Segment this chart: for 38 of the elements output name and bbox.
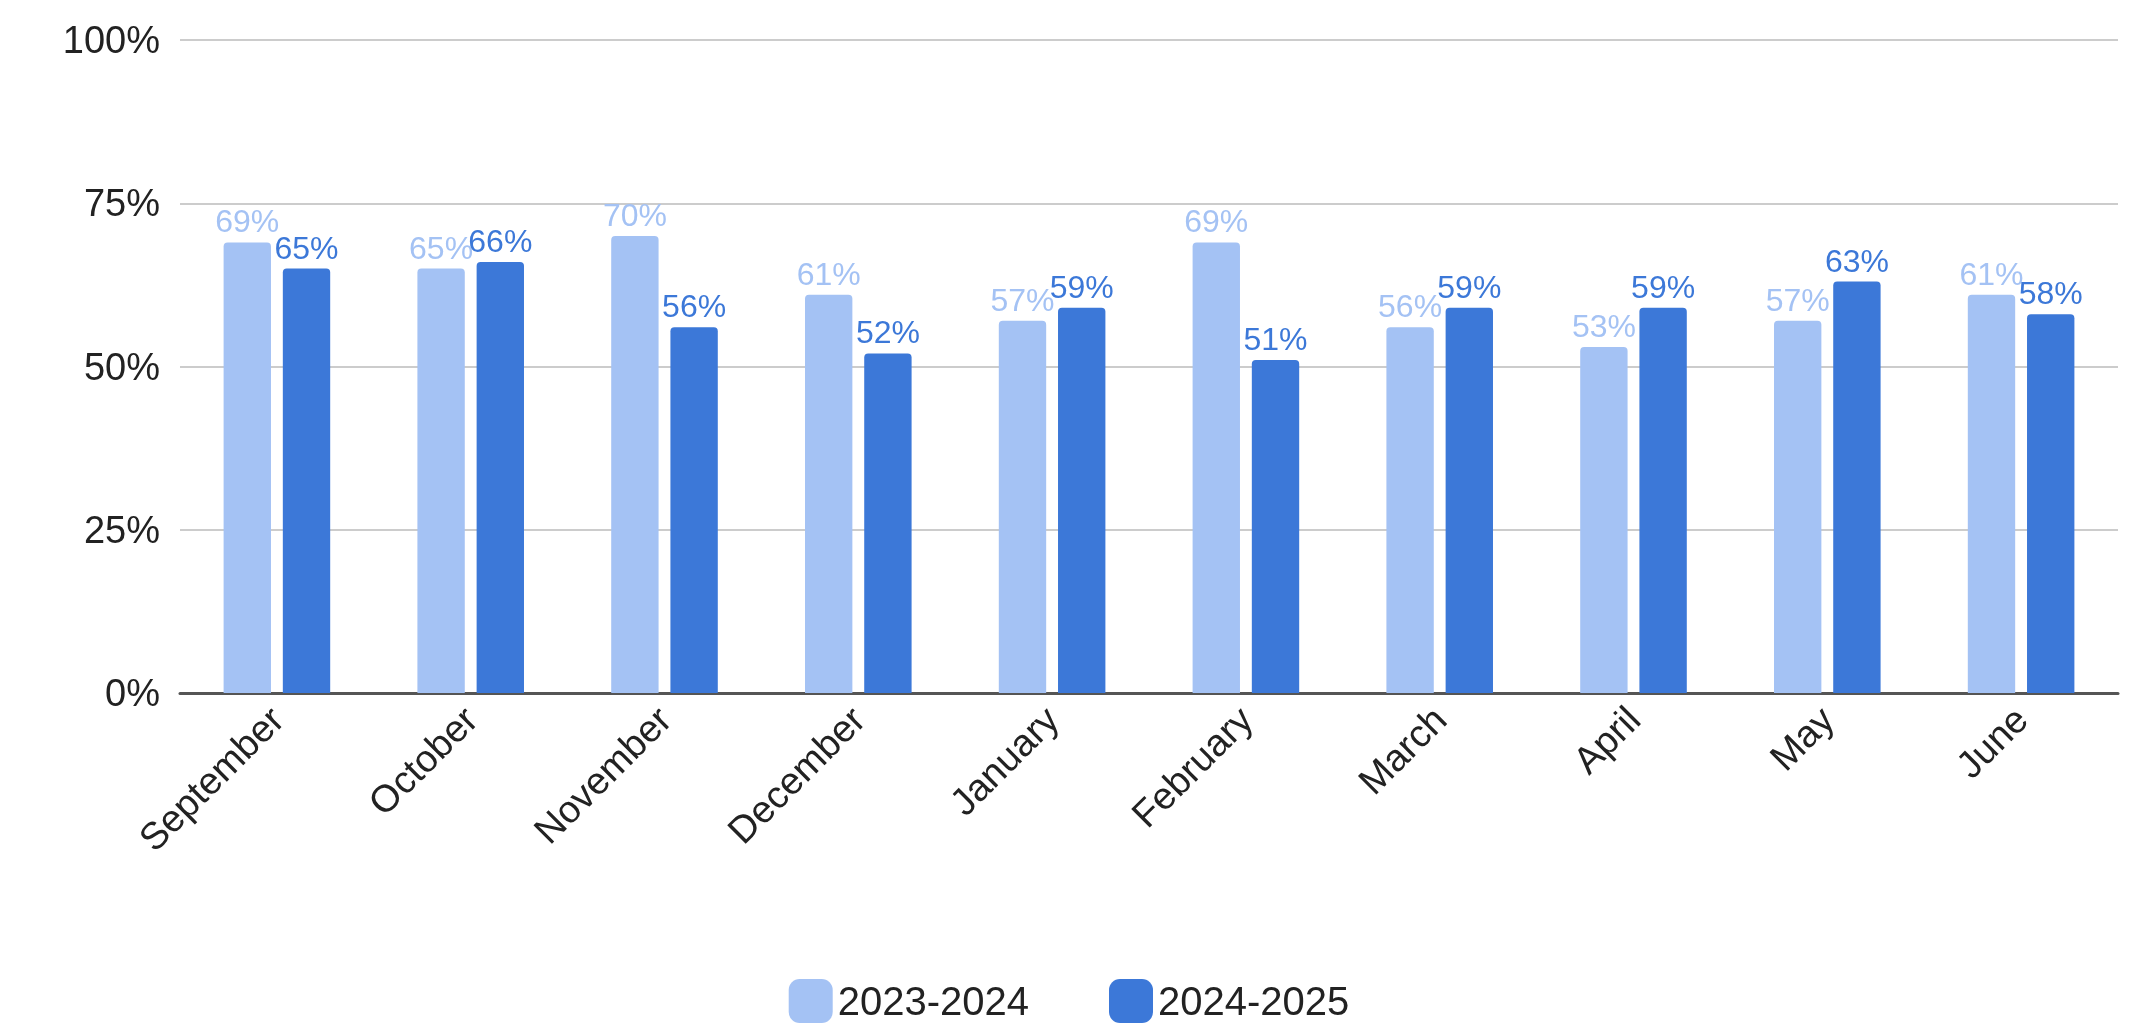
data-label: 61%	[796, 255, 861, 292]
bar	[282, 268, 331, 693]
bar	[998, 320, 1047, 693]
y-tick-label: 25%	[83, 508, 160, 551]
x-tick-label: May	[1761, 698, 1843, 779]
data-label: 59%	[1631, 268, 1696, 305]
data-label: 69%	[1184, 203, 1249, 240]
bar	[1386, 327, 1434, 693]
bar	[1833, 281, 1881, 693]
y-tick-label: 100%	[62, 19, 160, 61]
bar	[1639, 307, 1687, 693]
data-label: 70%	[602, 196, 667, 233]
bar	[1192, 242, 1240, 693]
bar	[1967, 294, 2016, 693]
bar	[1580, 346, 1628, 693]
bar	[223, 242, 271, 693]
legend-label: 2023-2024	[837, 979, 1030, 1023]
bar	[670, 327, 718, 693]
bar	[1774, 320, 1822, 693]
bar	[2027, 314, 2075, 693]
bar	[1251, 359, 1300, 693]
bar	[805, 294, 853, 693]
bar	[1058, 307, 1106, 693]
data-label: 52%	[855, 314, 920, 351]
y-tick-label: 75%	[83, 182, 160, 225]
bar	[417, 268, 465, 693]
data-label: 57%	[1765, 281, 1830, 318]
y-tick-label: 0%	[105, 672, 160, 714]
bar	[1445, 307, 1493, 693]
data-label: 51%	[1243, 320, 1308, 357]
bar	[611, 235, 659, 693]
legend-label: 2024-2025	[1158, 979, 1350, 1023]
y-tick-label: 50%	[83, 345, 160, 388]
bar	[864, 353, 912, 693]
data-label: 56%	[662, 288, 727, 325]
data-label: 63%	[1824, 242, 1889, 279]
bar	[476, 262, 524, 693]
data-label: 53%	[1571, 307, 1636, 344]
